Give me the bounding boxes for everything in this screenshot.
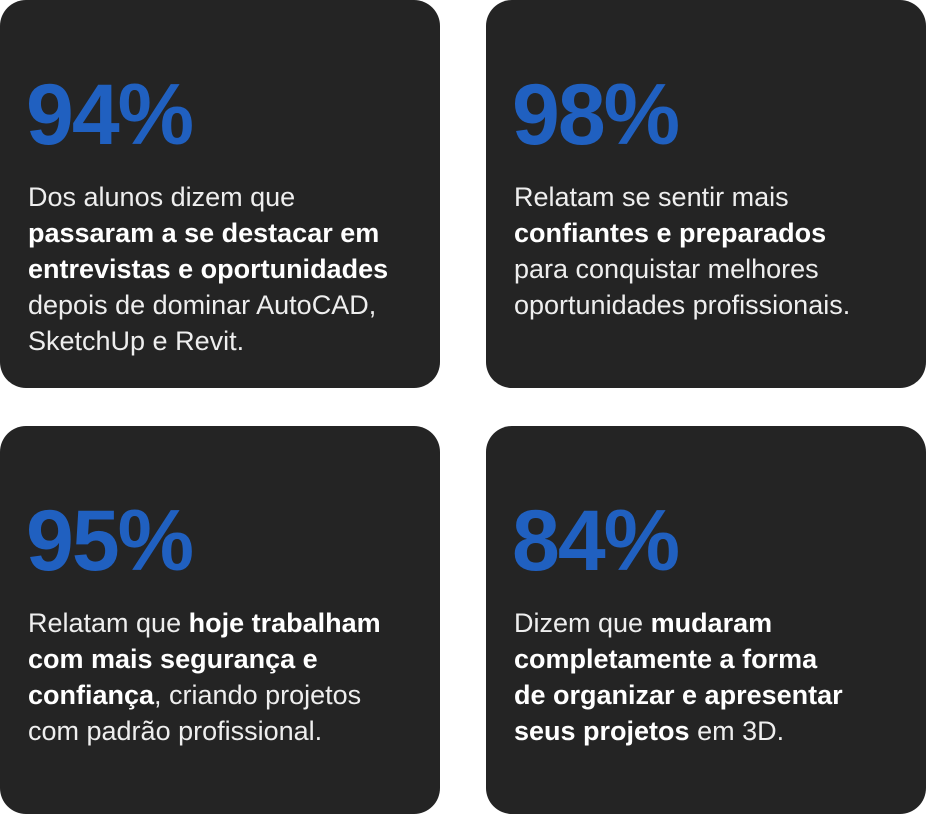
description-line: Relatam se sentir mais [514,179,850,215]
description-line: passaram a se destacar em [28,215,388,251]
stat-description: Dizem que mudaram completamente a forma de… [514,605,843,749]
description-line: confiança, criando projetos [28,677,381,713]
description-line: seus projetos em 3D. [514,713,843,749]
bold-text: hoje trabalham [188,608,381,638]
stat-value: 95% [26,493,194,589]
stat-description: Dos alunos dizem que passaram a se destac… [28,179,388,359]
text: com padrão profissional. [28,716,323,746]
bold-text: com mais segurança e [28,644,318,674]
description-line: oportunidades profissionais. [514,287,850,323]
bold-text: confiantes e preparados [514,218,827,248]
stat-card: 98% Relatam se sentir mais confiantes e pr… [486,0,926,388]
stat-card: 95% Relatam que hoje trabalham com mais se… [0,426,440,814]
text: , criando projetos [154,680,362,710]
stat-value: 94% [26,67,194,163]
bold-text: completamente a forma [514,644,818,674]
description-line: Dizem que mudaram [514,605,843,641]
bold-text: de organizar e apresentar [514,680,843,710]
text: oportunidades profissionais. [514,290,851,320]
text: depois de dominar AutoCAD, [28,290,377,320]
stat-card: 84% Dizem que mudaram completamente a form… [486,426,926,814]
description-line: Dos alunos dizem que [28,179,388,215]
bold-text: seus projetos [514,716,690,746]
description-line: de organizar e apresentar [514,677,843,713]
description-line: com padrão profissional. [28,713,381,749]
stat-description: Relatam se sentir mais confiantes e prepa… [514,179,850,323]
stat-value: 84% [512,493,680,589]
bold-text: entrevistas e oportunidades [28,254,389,284]
description-line: completamente a forma [514,641,843,677]
text: Relatam que [28,608,189,638]
description-line: para conquistar melhores [514,251,850,287]
bold-text: mudaram [650,608,773,638]
stat-card: 94% Dos alunos dizem que passaram a se des… [0,0,440,388]
description-line: com mais segurança e [28,641,381,677]
description-line: SketchUp e Revit. [28,323,388,359]
description-line: entrevistas e oportunidades [28,251,388,287]
text: Relatam se sentir mais [514,182,789,212]
description-line: confiantes e preparados [514,215,850,251]
bold-text: passaram a se destacar em [28,218,380,248]
text: Dizem que [514,608,651,638]
bold-text: confiança [28,680,155,710]
stat-value: 98% [512,67,680,163]
text: Dos alunos dizem que [28,182,296,212]
text: em 3D. [689,716,785,746]
description-line: Relatam que hoje trabalham [28,605,381,641]
text: SketchUp e Revit. [28,326,245,356]
text: para conquistar melhores [514,254,819,284]
description-line: depois de dominar AutoCAD, [28,287,388,323]
stat-description: Relatam que hoje trabalham com mais segur… [28,605,381,749]
